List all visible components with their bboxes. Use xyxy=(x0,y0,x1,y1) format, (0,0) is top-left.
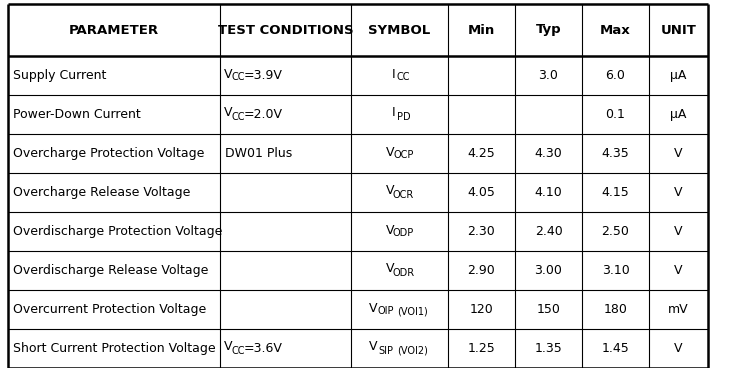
Text: V: V xyxy=(674,186,682,199)
Text: Min: Min xyxy=(468,24,495,36)
Text: V: V xyxy=(386,184,394,198)
Text: CC: CC xyxy=(397,72,410,82)
Text: OCP: OCP xyxy=(393,151,413,160)
Text: 4.10: 4.10 xyxy=(535,186,562,199)
Text: (VOI2): (VOI2) xyxy=(397,346,428,355)
Text: Power-Down Current: Power-Down Current xyxy=(13,108,141,121)
Text: Short Current Protection Voltage: Short Current Protection Voltage xyxy=(13,342,216,355)
Text: UNIT: UNIT xyxy=(661,24,697,36)
Text: Supply Current: Supply Current xyxy=(13,69,106,82)
Text: PARAMETER: PARAMETER xyxy=(69,24,159,36)
Text: V: V xyxy=(224,106,232,120)
Text: SIP: SIP xyxy=(378,346,393,355)
Text: V: V xyxy=(369,340,377,354)
Text: 2.50: 2.50 xyxy=(602,225,629,238)
Text: μA: μA xyxy=(670,69,687,82)
Text: 1.35: 1.35 xyxy=(535,342,562,355)
Text: CC: CC xyxy=(231,112,244,121)
Text: I: I xyxy=(392,67,395,81)
Text: V: V xyxy=(224,67,232,81)
Text: V: V xyxy=(386,145,394,159)
Text: 120: 120 xyxy=(470,303,494,316)
Text: 2.90: 2.90 xyxy=(468,264,495,277)
Text: V: V xyxy=(369,301,377,315)
Text: Overdischarge Release Voltage: Overdischarge Release Voltage xyxy=(13,264,208,277)
Text: CC: CC xyxy=(231,72,244,82)
Text: 1.45: 1.45 xyxy=(602,342,629,355)
Text: 6.0: 6.0 xyxy=(605,69,625,82)
Text: 4.05: 4.05 xyxy=(467,186,496,199)
Text: Typ: Typ xyxy=(536,24,561,36)
Text: CC: CC xyxy=(231,346,244,355)
Text: =2.0V: =2.0V xyxy=(244,108,283,121)
Text: Overdischarge Protection Voltage: Overdischarge Protection Voltage xyxy=(13,225,222,238)
Text: mV: mV xyxy=(668,303,688,316)
Text: 0.1: 0.1 xyxy=(605,108,625,121)
Text: =3.6V: =3.6V xyxy=(244,342,283,355)
Text: DW01 Plus: DW01 Plus xyxy=(225,147,292,160)
Text: V: V xyxy=(386,262,394,276)
Text: 4.35: 4.35 xyxy=(602,147,629,160)
Text: V: V xyxy=(674,342,682,355)
Text: V: V xyxy=(386,223,394,237)
Text: =3.9V: =3.9V xyxy=(244,69,283,82)
Text: OIP: OIP xyxy=(377,307,394,316)
Text: Overcharge Release Voltage: Overcharge Release Voltage xyxy=(13,186,190,199)
Text: V: V xyxy=(674,147,682,160)
Text: SYMBOL: SYMBOL xyxy=(368,24,430,36)
Text: Overcharge Protection Voltage: Overcharge Protection Voltage xyxy=(13,147,204,160)
Text: 3.10: 3.10 xyxy=(602,264,629,277)
Text: PD: PD xyxy=(397,112,410,121)
Text: 180: 180 xyxy=(604,303,628,316)
Text: (VOI1): (VOI1) xyxy=(397,307,427,316)
Text: OCR: OCR xyxy=(393,190,414,199)
Text: μA: μA xyxy=(670,108,687,121)
Text: Overcurrent Protection Voltage: Overcurrent Protection Voltage xyxy=(13,303,206,316)
Text: 1.25: 1.25 xyxy=(468,342,495,355)
Text: 4.25: 4.25 xyxy=(468,147,495,160)
Text: V: V xyxy=(674,225,682,238)
Text: I: I xyxy=(392,106,395,120)
Text: 2.30: 2.30 xyxy=(468,225,495,238)
Text: 3.00: 3.00 xyxy=(535,264,562,277)
Text: TEST CONDITIONS: TEST CONDITIONS xyxy=(217,24,353,36)
Text: 150: 150 xyxy=(536,303,560,316)
Text: V: V xyxy=(224,340,232,354)
Text: ODR: ODR xyxy=(392,268,415,277)
Text: 4.30: 4.30 xyxy=(535,147,562,160)
Text: V: V xyxy=(674,264,682,277)
Text: 4.15: 4.15 xyxy=(602,186,629,199)
Text: ODP: ODP xyxy=(393,229,414,238)
Text: 2.40: 2.40 xyxy=(535,225,562,238)
Text: 3.0: 3.0 xyxy=(538,69,559,82)
Text: Max: Max xyxy=(600,24,631,36)
